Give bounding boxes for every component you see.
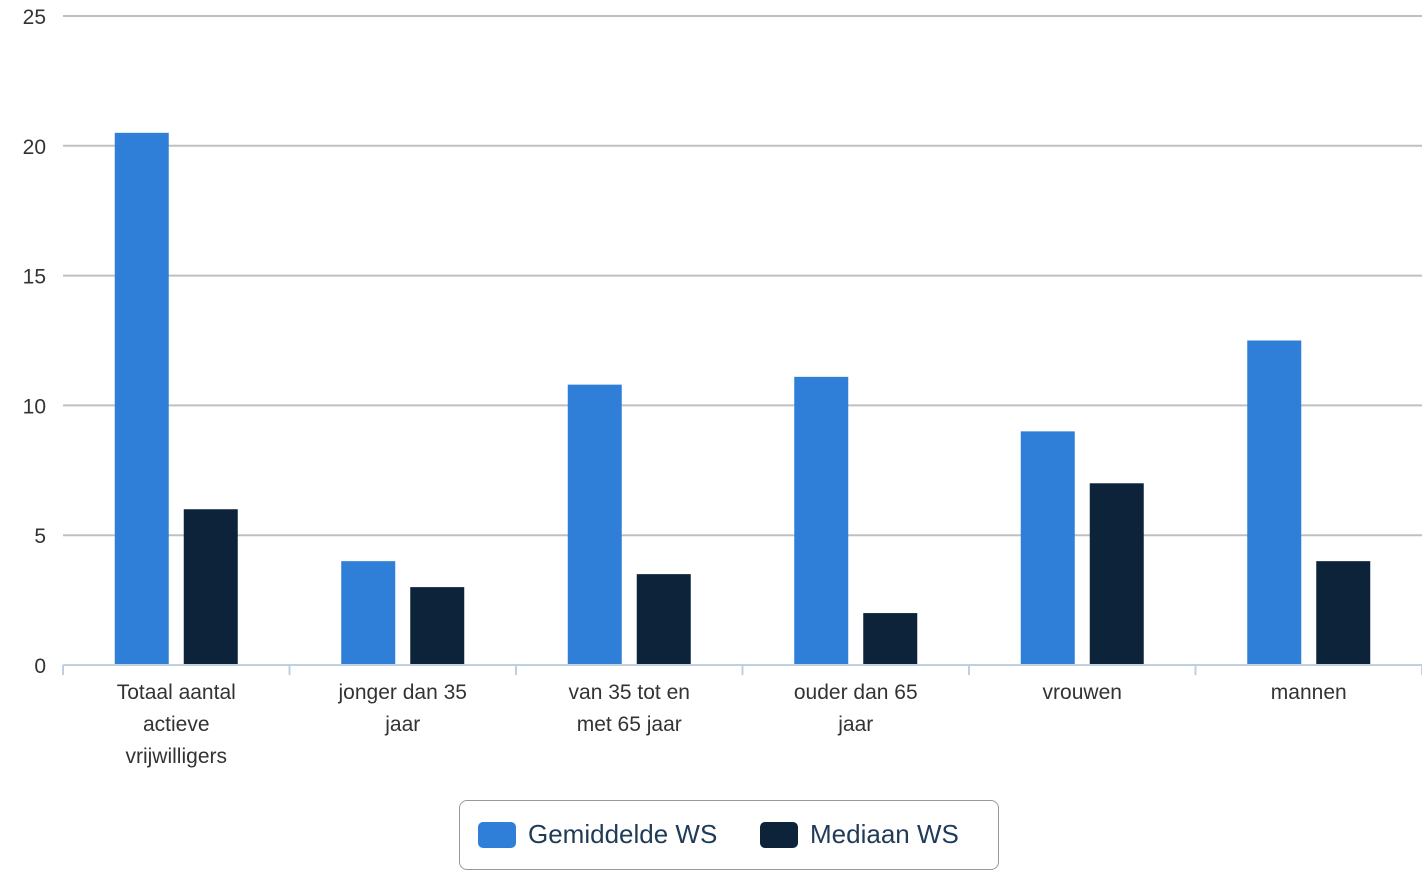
- x-tick-label-line: mannen: [1271, 681, 1347, 704]
- legend-label-mediaan: Mediaan WS: [810, 819, 959, 849]
- y-tick-label: 0: [34, 655, 46, 678]
- bar-gemiddelde[interactable]: [1020, 431, 1075, 665]
- y-tick-label: 15: [23, 266, 46, 289]
- x-tick-label-line: actieve: [143, 713, 210, 736]
- x-tick-label: van 35 tot en met 65 jaar: [569, 681, 690, 736]
- legend-swatch-mediaan: [760, 821, 798, 848]
- bar-gemiddelde[interactable]: [114, 132, 169, 665]
- bar-chart: 0 5 10 15 20 25 Totaal aantal actieve vrijwilli…: [23, 6, 1422, 768]
- legend-item-gemiddelde[interactable]: Gemiddelde WS: [478, 819, 717, 850]
- x-tick-label-line: jonger dan 35: [338, 681, 467, 704]
- bars: [114, 132, 1371, 666]
- bar-mediaan[interactable]: [636, 574, 691, 665]
- bar-gemiddelde[interactable]: [794, 376, 849, 665]
- legend-swatch-gemiddelde: [478, 821, 516, 848]
- bar-mediaan[interactable]: [1089, 483, 1144, 665]
- x-tick-label: ouder dan 65 jaar: [794, 681, 918, 736]
- x-tick-label: Totaal aantal actieve vrijwilligers: [117, 681, 236, 768]
- legend-label-gemiddelde: Gemiddelde WS: [528, 819, 718, 849]
- y-tick-label: 5: [34, 525, 46, 548]
- x-tick-label-line: vrijwilligers: [125, 745, 227, 768]
- legend: Gemiddelde WS Mediaan WS: [459, 800, 999, 870]
- y-axis: 0 5 10 15 20 25: [23, 6, 46, 678]
- legend-item-mediaan[interactable]: Mediaan WS: [760, 819, 959, 850]
- x-tick-label-line: met 65 jaar: [577, 713, 682, 736]
- x-tick-label: jonger dan 35 jaar: [338, 681, 467, 736]
- gridlines: [63, 15, 1422, 537]
- y-tick-label: 10: [23, 395, 46, 418]
- x-tick-label: mannen: [1271, 681, 1347, 704]
- bar-mediaan[interactable]: [183, 509, 238, 665]
- x-tick-label-line: vrouwen: [1043, 681, 1122, 704]
- x-tick-label: vrouwen: [1043, 681, 1122, 704]
- bar-mediaan[interactable]: [410, 587, 465, 665]
- bar-gemiddelde[interactable]: [1247, 340, 1302, 666]
- bar-gemiddelde[interactable]: [567, 384, 622, 665]
- x-tick-label-line: Totaal aantal: [117, 681, 236, 704]
- bar-mediaan[interactable]: [863, 613, 918, 665]
- bar-gemiddelde[interactable]: [341, 561, 396, 665]
- x-axis: Totaal aantal actieve vrijwilligers jonger …: [62, 664, 1422, 768]
- x-tick-label-line: van 35 tot en: [569, 681, 690, 704]
- bar-mediaan[interactable]: [1316, 561, 1371, 665]
- y-tick-label: 20: [23, 136, 46, 159]
- x-tick-label-line: jaar: [837, 713, 873, 736]
- x-tick-label-line: ouder dan 65: [794, 681, 918, 704]
- x-tick-label-line: jaar: [384, 713, 420, 736]
- y-tick-label: 25: [23, 6, 46, 29]
